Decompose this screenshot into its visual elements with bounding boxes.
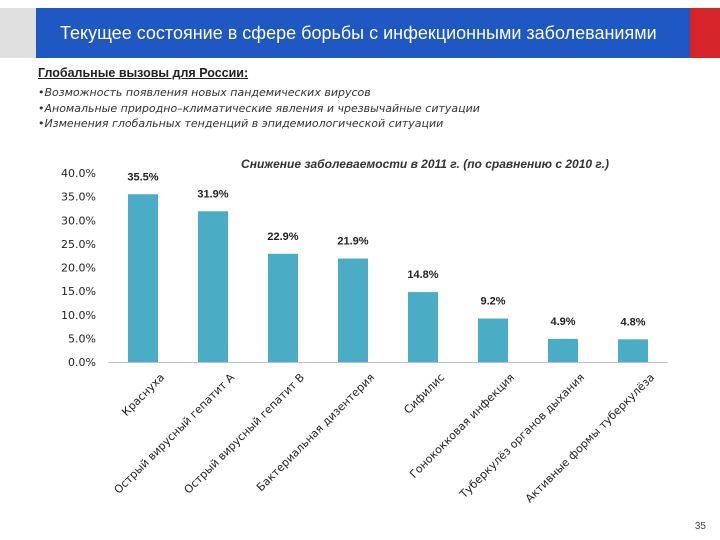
bullet-item: •Изменения глобальных тенденций в эпидем… [38,117,444,130]
bar [478,318,508,362]
bullet-list: •Возможность появления новых пандемическ… [38,85,480,132]
data-label: 31.9% [197,188,228,200]
y-tick-label: 35.0% [61,191,96,204]
slide-title-bar: Текущее состояние в сфере борьбы с инфек… [36,8,690,58]
bar [548,338,578,362]
bar [128,194,158,362]
bullet-item: •Возможность появления новых пандемическ… [38,86,371,99]
bar [338,258,368,362]
category-label: Бактериальная дизентерия [254,371,377,494]
bar [198,211,228,362]
bar [408,292,438,362]
bullet-item: •Аномальные природно–климатические явлен… [38,101,480,115]
y-tick-label: 10.0% [61,309,96,322]
data-label: 21.9% [337,236,368,248]
category-label: Острый вирусный гепатит В [182,371,308,497]
data-label: 4.9% [550,316,575,328]
header-left-block [0,8,36,58]
slide-title: Текущее состояние в сфере борьбы с инфек… [60,22,657,43]
bar [618,339,648,362]
y-tick-label: 20.0% [61,262,96,275]
y-tick-label: 5.0% [68,332,96,345]
data-label: 14.8% [407,269,438,281]
data-label: 22.9% [267,231,298,243]
y-tick-label: 40.0% [61,167,96,180]
category-label: Туберкулёз органов дыхания [457,371,588,502]
chart-title: Снижение заболеваемости в 2011 г. (по ср… [241,157,609,171]
bar-chart: Снижение заболеваемости в 2011 г. (по ср… [61,157,668,505]
y-tick-label: 30.0% [61,214,96,227]
y-tick-label: 0.0% [68,356,96,369]
header-accent-block [690,8,720,58]
category-label: Активные формы туберкулёза [523,371,657,505]
page-number: 35 [694,521,706,532]
slide-header: Текущее состояние в сфере борьбы с инфек… [0,0,720,58]
category-label: Сифилис [401,371,447,417]
data-label: 9.2% [480,296,505,308]
y-tick-label: 25.0% [61,238,96,251]
category-label: Краснуха [119,371,167,419]
bar [268,253,298,362]
data-label: 35.5% [127,171,158,183]
category-label: Острый вирусный гепатит А [112,371,238,497]
y-tick-label: 15.0% [61,285,96,298]
subtitle: Глобальные вызовы для России: [38,66,249,80]
data-label: 4.8% [620,316,645,328]
